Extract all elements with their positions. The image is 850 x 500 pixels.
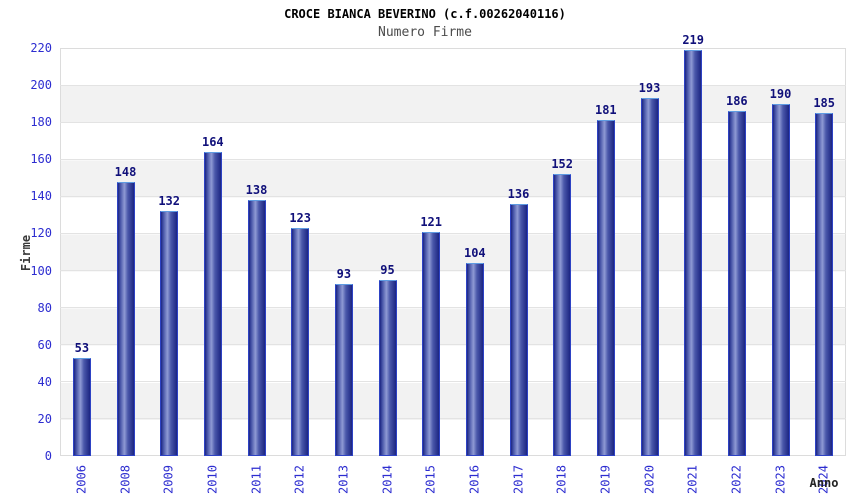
bar xyxy=(203,151,222,456)
y-tick-label: 60 xyxy=(37,337,52,352)
y-gridline xyxy=(60,158,846,160)
bar xyxy=(422,231,441,456)
x-axis-title: Anno xyxy=(809,476,839,490)
bar xyxy=(72,357,91,456)
bar-value-label: 138 xyxy=(245,183,268,198)
bar xyxy=(378,279,397,456)
y-gridline xyxy=(60,381,846,383)
x-tick-label: 2020 xyxy=(642,465,656,494)
bar xyxy=(291,227,310,456)
y-tick-label: 200 xyxy=(30,78,52,93)
bar-value-label: 121 xyxy=(420,214,442,229)
bar-value-label: 53 xyxy=(74,340,90,355)
y-axis-title: Firme xyxy=(19,234,33,272)
bar-value-label: 95 xyxy=(380,262,395,277)
y-gridline xyxy=(60,307,846,309)
y-tick-label: 20 xyxy=(37,411,52,426)
bar-value-label: 193 xyxy=(638,81,661,96)
x-tick-label: 2019 xyxy=(598,465,613,494)
bar xyxy=(640,98,659,456)
x-tick-label: 2018 xyxy=(554,465,569,494)
y-gridline xyxy=(60,121,846,123)
x-tick-label: 2017 xyxy=(511,465,525,494)
y-gridline xyxy=(60,232,846,234)
bar-value-label: 136 xyxy=(507,186,530,201)
x-tick-label: 2015 xyxy=(423,465,438,494)
x-tick-label: 2012 xyxy=(292,465,307,494)
bar-value-label: 123 xyxy=(289,210,311,225)
bar-value-label: 219 xyxy=(682,32,704,47)
bar xyxy=(247,200,266,456)
bar-value-label: 104 xyxy=(463,246,486,261)
x-tick-label: 2006 xyxy=(74,465,89,494)
y-gridline xyxy=(60,418,846,420)
bar xyxy=(596,120,615,456)
y-gridline xyxy=(60,270,846,272)
bar xyxy=(160,211,179,456)
chart-title: CROCE BIANCA BEVERINO (c.f.00262040116) xyxy=(284,7,566,21)
bar xyxy=(727,111,746,456)
bar-value-label: 132 xyxy=(158,194,180,209)
bar-value-label: 152 xyxy=(551,157,573,172)
y-tick-label: 100 xyxy=(30,263,52,278)
x-tick-label: 2022 xyxy=(729,465,744,494)
bar xyxy=(815,112,834,456)
y-gridline xyxy=(60,344,846,346)
y-tick-label: 180 xyxy=(30,115,52,130)
bar-value-label: 186 xyxy=(725,94,748,109)
y-tick-label: 0 xyxy=(44,449,52,463)
x-tick-label: 2010 xyxy=(205,465,220,494)
chart-subtitle: Numero Firme xyxy=(378,25,472,40)
x-tick-label: 2008 xyxy=(118,465,132,494)
x-tick-label: 2009 xyxy=(161,465,176,494)
bar-value-label: 93 xyxy=(336,266,352,281)
x-tick-label: 2013 xyxy=(336,465,351,494)
bar xyxy=(684,49,703,456)
x-tick-label: 2014 xyxy=(380,465,394,494)
bar-value-label: 164 xyxy=(201,134,224,149)
bar xyxy=(509,203,528,456)
bar xyxy=(771,103,790,456)
y-tick-label: 120 xyxy=(30,226,52,241)
bar xyxy=(553,174,572,456)
y-tick-label: 140 xyxy=(30,189,52,204)
y-tick-label: 220 xyxy=(30,41,52,55)
y-tick-label: 40 xyxy=(37,374,52,389)
y-gridline xyxy=(60,84,846,86)
bar xyxy=(465,263,484,456)
y-tick-label: 160 xyxy=(30,152,52,167)
x-tick-label: 2011 xyxy=(249,465,263,494)
y-tick-label: 80 xyxy=(37,300,52,315)
plot-area xyxy=(60,48,846,456)
bar xyxy=(334,283,353,456)
x-tick-label: 2023 xyxy=(773,465,787,494)
x-tick-label: 2016 xyxy=(467,465,482,494)
y-gridline xyxy=(60,195,846,197)
bar-value-label: 190 xyxy=(769,86,792,101)
bar-value-label: 181 xyxy=(594,103,617,118)
bar-value-label: 185 xyxy=(813,95,835,110)
bar-value-label: 148 xyxy=(114,164,137,179)
bar xyxy=(116,181,135,456)
x-tick-label: 2021 xyxy=(685,465,700,494)
